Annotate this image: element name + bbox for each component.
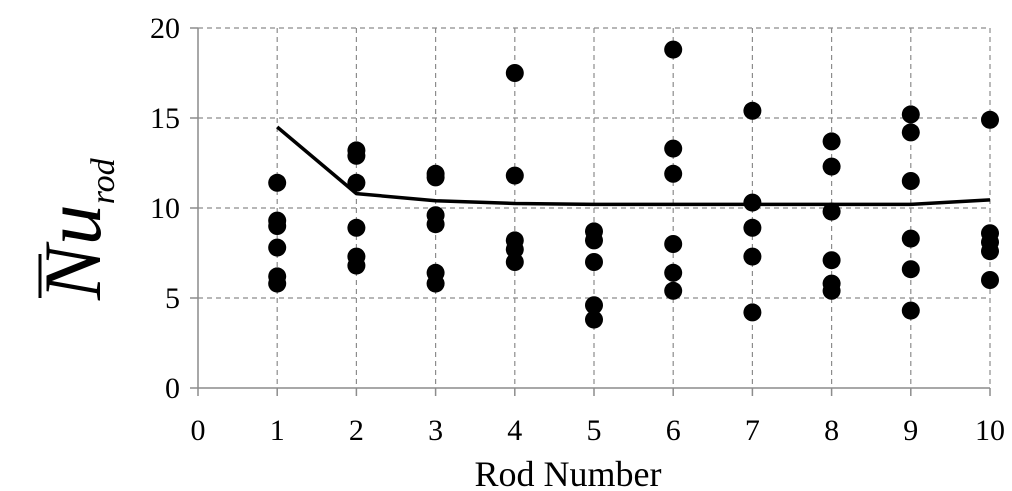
y-tick-label: 5 (165, 282, 180, 315)
x-tick-label: 8 (824, 414, 839, 447)
x-tick-label: 4 (507, 414, 522, 447)
y-tick-label: 20 (150, 12, 180, 45)
data-point (426, 274, 445, 293)
data-point (981, 242, 999, 261)
data-point (664, 164, 683, 183)
data-point (664, 263, 683, 282)
data-point (664, 281, 683, 300)
x-tick-label: 6 (666, 414, 681, 447)
y-axis-title: Nurod (27, 157, 122, 301)
x-tick-label: 0 (191, 414, 206, 447)
data-point (585, 253, 603, 271)
data-point (981, 110, 999, 129)
data-point (901, 123, 920, 142)
data-point (743, 101, 762, 120)
data-point (347, 146, 366, 165)
data-points (268, 40, 999, 329)
x-axis-title: Rod Number (475, 454, 662, 491)
data-point (585, 296, 603, 315)
data-point (743, 218, 762, 237)
data-point (347, 256, 366, 275)
data-point (901, 172, 920, 190)
data-point (901, 229, 920, 248)
data-point (822, 132, 841, 151)
data-point (743, 193, 762, 212)
y-axis-title-main: Nu (27, 204, 118, 301)
data-point (664, 40, 683, 59)
x-tick-label: 3 (428, 414, 443, 447)
data-point (347, 218, 366, 237)
data-point (505, 253, 524, 271)
x-tick-label: 9 (903, 414, 918, 447)
y-tick-label: 15 (150, 102, 180, 135)
data-point (822, 251, 841, 270)
data-point (268, 238, 287, 257)
axes (190, 27, 991, 396)
x-tick-label: 5 (587, 414, 602, 447)
x-tick-label: 10 (975, 414, 1005, 447)
data-point (822, 281, 841, 300)
y-tick-label: 10 (150, 192, 180, 225)
data-point (426, 215, 445, 234)
data-point (585, 231, 603, 250)
data-point (981, 271, 999, 289)
x-tick-label: 1 (270, 414, 285, 447)
data-point (901, 301, 920, 320)
grid-lines (198, 27, 991, 388)
trend-line (276, 125, 991, 207)
data-point (268, 274, 287, 293)
data-point (822, 202, 841, 221)
data-point (585, 310, 603, 329)
data-point (268, 217, 287, 235)
tick-labels: 0 1 2 3 4 5 6 7 8 9 10 0 5 10 15 20 (150, 12, 1005, 447)
data-point (268, 173, 287, 192)
data-point (664, 235, 683, 253)
data-point (743, 303, 762, 322)
x-tick-label: 7 (745, 414, 760, 447)
trend-line-layer (276, 125, 991, 207)
data-point (743, 247, 762, 266)
y-tick-label: 0 (165, 372, 180, 405)
data-point (426, 168, 445, 187)
data-point (505, 240, 524, 259)
x-tick-label: 2 (349, 414, 364, 447)
data-point (901, 260, 920, 279)
data-point (664, 139, 683, 158)
data-point (901, 105, 920, 124)
data-point (505, 64, 524, 82)
data-point (822, 157, 841, 176)
data-point (505, 166, 524, 185)
svg-text:Nurod: Nurod (27, 157, 122, 301)
data-point (347, 173, 366, 192)
y-axis-title-subscript: rod (85, 157, 122, 204)
